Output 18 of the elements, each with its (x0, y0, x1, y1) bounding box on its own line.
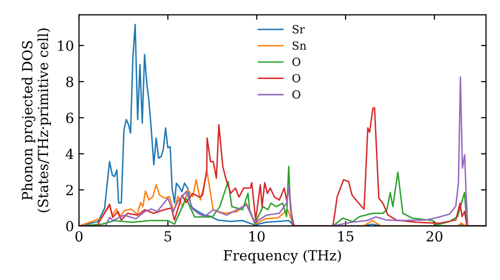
y-tick-label: 10 (58, 40, 74, 51)
y-tick-label: 8 (66, 76, 74, 88)
legend-label: O (292, 90, 300, 99)
x-tick-label: 10 (250, 231, 265, 242)
x-tick-label: 0 (75, 231, 82, 242)
x-tick-label: 15 (338, 231, 354, 242)
y-tick-label: 6 (66, 112, 74, 124)
x-tick-label: 20 (426, 231, 442, 242)
legend-label: Sn (292, 41, 306, 50)
x-axis-title: Frequency (THz) (224, 250, 341, 264)
y-axis-title: Phonon projected DOS (States/THz·primitive cell) (22, 28, 51, 212)
y-tick-label: 2 (66, 184, 73, 196)
legend-label: O (292, 74, 300, 82)
y-tick-label: 0 (66, 220, 74, 232)
y-tick-label: 4 (66, 148, 74, 160)
legend-label: Sr (292, 25, 305, 34)
legend-label: O (292, 58, 300, 66)
x-tick-label: 5 (164, 231, 172, 242)
